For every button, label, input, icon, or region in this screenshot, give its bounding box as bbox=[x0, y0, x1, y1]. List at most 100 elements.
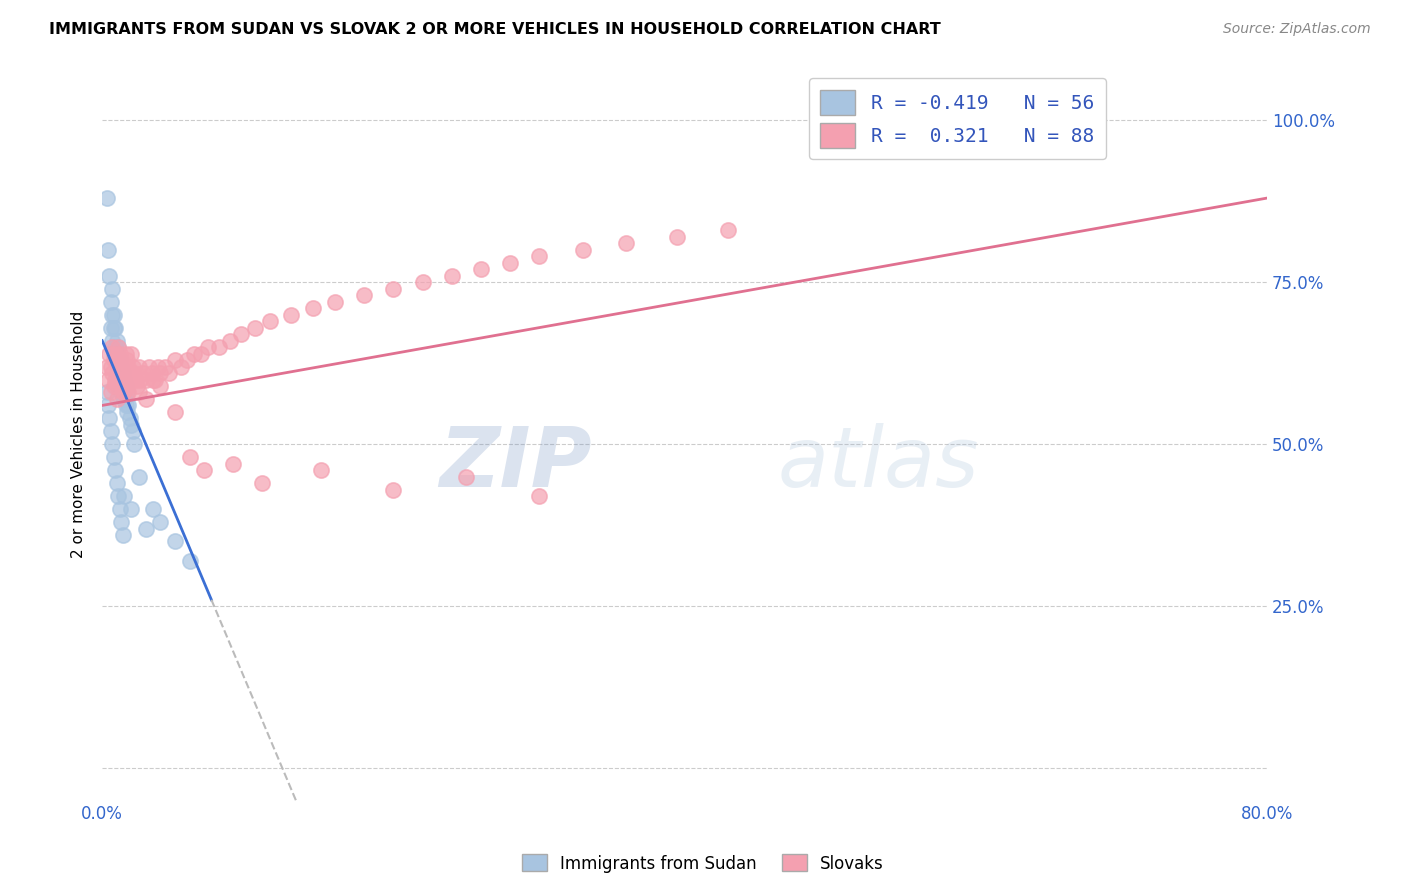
Point bbox=[111, 359, 134, 374]
Point bbox=[108, 353, 131, 368]
Point bbox=[112, 392, 135, 406]
Point bbox=[115, 353, 138, 368]
Point bbox=[117, 399, 139, 413]
Point bbox=[112, 489, 135, 503]
Point bbox=[105, 346, 128, 360]
Point bbox=[114, 379, 136, 393]
Point bbox=[323, 294, 346, 309]
Point bbox=[120, 366, 142, 380]
Point bbox=[163, 534, 186, 549]
Point bbox=[132, 366, 155, 380]
Point bbox=[571, 243, 593, 257]
Point bbox=[499, 256, 522, 270]
Point bbox=[114, 399, 136, 413]
Point bbox=[179, 554, 201, 568]
Point bbox=[179, 450, 201, 465]
Text: IMMIGRANTS FROM SUDAN VS SLOVAK 2 OR MORE VEHICLES IN HOUSEHOLD CORRELATION CHAR: IMMIGRANTS FROM SUDAN VS SLOVAK 2 OR MOR… bbox=[49, 22, 941, 37]
Point bbox=[104, 463, 127, 477]
Y-axis label: 2 or more Vehicles in Household: 2 or more Vehicles in Household bbox=[72, 311, 86, 558]
Point bbox=[110, 515, 132, 529]
Point bbox=[107, 340, 129, 354]
Point bbox=[103, 308, 125, 322]
Point bbox=[104, 340, 127, 354]
Point bbox=[176, 353, 198, 368]
Point bbox=[135, 372, 157, 386]
Point bbox=[382, 282, 405, 296]
Point bbox=[111, 366, 134, 380]
Point bbox=[117, 359, 139, 374]
Point bbox=[103, 320, 125, 334]
Point bbox=[98, 411, 121, 425]
Point bbox=[115, 385, 138, 400]
Point bbox=[103, 379, 125, 393]
Point bbox=[163, 353, 186, 368]
Point bbox=[183, 346, 205, 360]
Point bbox=[440, 268, 463, 283]
Point bbox=[118, 366, 141, 380]
Point bbox=[100, 359, 122, 374]
Point bbox=[96, 359, 118, 374]
Point bbox=[193, 463, 215, 477]
Point bbox=[103, 353, 125, 368]
Point bbox=[112, 379, 135, 393]
Point bbox=[143, 372, 166, 386]
Point bbox=[259, 314, 281, 328]
Point bbox=[129, 372, 152, 386]
Point bbox=[128, 469, 150, 483]
Point bbox=[105, 476, 128, 491]
Point bbox=[105, 392, 128, 406]
Point bbox=[105, 334, 128, 348]
Point bbox=[122, 437, 145, 451]
Point bbox=[114, 372, 136, 386]
Point bbox=[107, 372, 129, 386]
Point bbox=[107, 489, 129, 503]
Point bbox=[197, 340, 219, 354]
Point bbox=[100, 320, 122, 334]
Point bbox=[120, 417, 142, 432]
Point bbox=[135, 522, 157, 536]
Point bbox=[121, 359, 143, 374]
Point bbox=[115, 405, 138, 419]
Point bbox=[149, 515, 172, 529]
Point bbox=[115, 379, 138, 393]
Point bbox=[120, 346, 142, 360]
Point bbox=[107, 366, 129, 380]
Point bbox=[456, 469, 478, 483]
Point bbox=[101, 437, 124, 451]
Point bbox=[101, 282, 124, 296]
Point bbox=[97, 399, 120, 413]
Point bbox=[125, 372, 148, 386]
Legend: Immigrants from Sudan, Slovaks: Immigrants from Sudan, Slovaks bbox=[516, 847, 890, 880]
Point bbox=[219, 334, 242, 348]
Text: atlas: atlas bbox=[778, 424, 980, 504]
Point bbox=[97, 243, 120, 257]
Point bbox=[222, 457, 245, 471]
Point bbox=[104, 320, 127, 334]
Point bbox=[302, 301, 325, 316]
Point bbox=[382, 483, 405, 497]
Point bbox=[108, 502, 131, 516]
Point bbox=[103, 450, 125, 465]
Point bbox=[110, 379, 132, 393]
Point bbox=[98, 346, 121, 360]
Point bbox=[114, 346, 136, 360]
Point bbox=[105, 379, 128, 393]
Point bbox=[103, 346, 125, 360]
Point bbox=[190, 346, 212, 360]
Point bbox=[614, 236, 637, 251]
Point bbox=[96, 385, 118, 400]
Point bbox=[252, 476, 274, 491]
Point bbox=[527, 489, 550, 503]
Point bbox=[97, 372, 120, 386]
Point bbox=[229, 327, 252, 342]
Point bbox=[120, 372, 142, 386]
Text: Source: ZipAtlas.com: Source: ZipAtlas.com bbox=[1223, 22, 1371, 37]
Point bbox=[120, 502, 142, 516]
Point bbox=[122, 366, 145, 380]
Point bbox=[121, 425, 143, 439]
Point bbox=[717, 223, 740, 237]
Point bbox=[110, 353, 132, 368]
Point bbox=[101, 366, 124, 380]
Point bbox=[112, 372, 135, 386]
Point bbox=[208, 340, 231, 354]
